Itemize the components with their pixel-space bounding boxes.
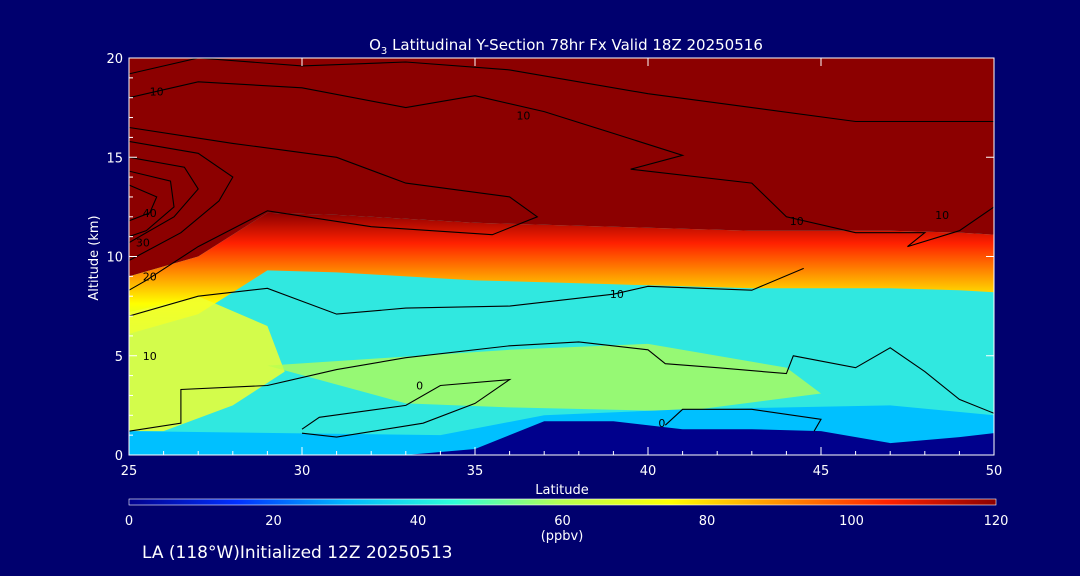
contour-line	[129, 156, 199, 244]
chart-title: O3 Latitudinal Y-Section 78hr Fx Valid 1…	[369, 36, 763, 57]
contour-label: 10	[935, 209, 949, 222]
y-tick-label: 10	[106, 251, 123, 266]
contour-labels: 10 10 10 10 40 30 20 10 10 0 0	[136, 86, 949, 430]
contour-line	[129, 267, 804, 317]
y-tick-label: 0	[115, 449, 123, 464]
footer-init-info: LA (118°W)Initialized 12Z 20250513	[142, 543, 453, 563]
contour-label: 10	[610, 288, 624, 301]
contour-line	[129, 126, 539, 291]
colorbar-tick-label: 40	[410, 514, 427, 529]
contour-line	[129, 81, 994, 248]
x-tick-label: 25	[121, 464, 138, 479]
contour-label: 30	[136, 237, 150, 250]
contour-line	[129, 184, 158, 222]
high-ozone-region	[129, 58, 994, 277]
contour-label: 40	[143, 207, 157, 220]
x-axis-label: Latitude	[535, 483, 589, 498]
ozone-field	[129, 58, 994, 455]
contour-label: 10	[790, 215, 804, 228]
contour-line	[129, 170, 175, 238]
colorbar-ticks: 0 20 40 60 80 100 120	[125, 514, 1009, 529]
colorbar-units: (ppbv)	[541, 529, 584, 544]
x-tick-label: 50	[986, 464, 1003, 479]
contour-lines	[129, 58, 994, 438]
colorbar-tick-label: 60	[554, 514, 571, 529]
x-tick-label: 45	[813, 464, 830, 479]
y-tick-label: 5	[115, 350, 123, 365]
contour-line	[129, 58, 994, 123]
contour-line	[129, 341, 994, 432]
x-tick-label: 40	[640, 464, 657, 479]
colorbar-tick-label: 80	[699, 514, 716, 529]
colorbar	[128, 498, 997, 506]
moderate-ozone-region	[267, 343, 821, 412]
y-tick-label: 15	[106, 151, 123, 166]
colorbar-tick-label: 0	[125, 514, 133, 529]
colorbar-tick-label: 120	[984, 514, 1009, 529]
colorbar-tick-label: 20	[265, 514, 282, 529]
contour-label: 10	[150, 86, 164, 99]
contour-label: 10	[143, 350, 157, 363]
contour-label: 10	[516, 110, 530, 123]
x-axis: 25 30 35 40 45 50	[121, 58, 1003, 479]
contour-label: 0	[658, 417, 665, 430]
y-tick-label: 20	[106, 52, 123, 67]
elevated-ozone-region	[129, 296, 285, 432]
contour-line	[664, 408, 822, 432]
x-tick-label: 35	[467, 464, 484, 479]
contour-line	[301, 378, 512, 438]
y-axis-label: Altitude (km)	[87, 215, 102, 300]
transition-band	[129, 212, 994, 334]
colorbar-tick-label: 100	[839, 514, 864, 529]
contour-label: 20	[143, 270, 157, 283]
terrain-region	[129, 421, 994, 455]
x-tick-label: 30	[294, 464, 311, 479]
y-axis: 0 5 10 15 20	[106, 52, 994, 464]
contour-line	[129, 140, 234, 261]
contour-label: 0	[416, 380, 423, 393]
